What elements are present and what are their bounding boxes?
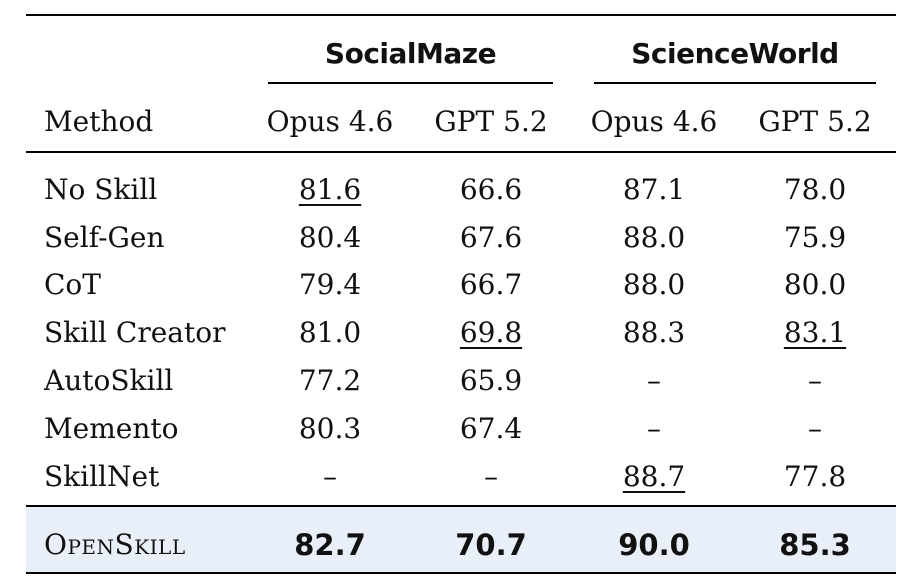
group-rule-scienceworld xyxy=(594,82,876,84)
table-cell: 66.7 xyxy=(459,268,523,301)
table-cell: 87.1 xyxy=(622,173,686,206)
group-header-scienceworld: ScienceWorld xyxy=(631,37,839,70)
final-row-value-1: 82.7 xyxy=(294,528,366,562)
table-cell: 88.7 xyxy=(622,460,686,493)
table-cell: 83.1 xyxy=(783,316,847,349)
table-cell: – xyxy=(808,412,822,445)
table-cell: 75.9 xyxy=(783,221,847,254)
table-row-method: CoT xyxy=(44,268,101,301)
table-cell: – xyxy=(808,364,822,397)
header-method: Method xyxy=(44,105,154,138)
table-cell: 77.8 xyxy=(783,460,847,493)
table-cell: 77.2 xyxy=(298,364,362,397)
table-cell: 67.4 xyxy=(459,412,523,445)
table-cell: 78.0 xyxy=(783,173,847,206)
final-row-value-3: 90.0 xyxy=(618,528,690,562)
header-model-3: Opus 4.6 xyxy=(590,105,718,138)
table-row-method: SkillNet xyxy=(44,460,160,493)
table-row-method: Skill Creator xyxy=(44,316,226,349)
table-cell: 80.0 xyxy=(783,268,847,301)
table-cell: 81.0 xyxy=(298,316,362,349)
table-cell: 79.4 xyxy=(298,268,362,301)
table-row-method: AutoSkill xyxy=(44,364,174,397)
table-row-method: No Skill xyxy=(44,173,158,206)
table-cell: 80.3 xyxy=(298,412,362,445)
bottom-rule xyxy=(26,572,896,574)
table-cell: 81.6 xyxy=(298,173,362,206)
table-cell: – xyxy=(484,460,498,493)
group-header-socialmaze: SocialMaze xyxy=(324,37,497,70)
final-row-value-4: 85.3 xyxy=(779,528,851,562)
final-row-highlight xyxy=(26,507,896,572)
table-row-method: Self-Gen xyxy=(44,221,165,254)
header-rule xyxy=(26,151,896,153)
final-row-rule xyxy=(26,505,896,507)
header-model-1: Opus 4.6 xyxy=(266,105,394,138)
header-model-4: GPT 5.2 xyxy=(758,105,872,138)
table-cell: 88.3 xyxy=(622,316,686,349)
table-cell: – xyxy=(647,364,661,397)
table-cell: 67.6 xyxy=(459,221,523,254)
group-rule-socialmaze xyxy=(268,82,553,84)
table-cell: 69.8 xyxy=(459,316,523,349)
table-cell: 65.9 xyxy=(459,364,523,397)
top-rule xyxy=(26,14,896,16)
table-cell: 88.0 xyxy=(622,268,686,301)
table-cell: – xyxy=(323,460,337,493)
table-cell: 80.4 xyxy=(298,221,362,254)
table-row-method: Memento xyxy=(44,412,179,445)
final-row-value-2: 70.7 xyxy=(455,528,527,562)
table-cell: – xyxy=(647,412,661,445)
table-cell: 66.6 xyxy=(459,173,523,206)
final-row-method: OpenSkill xyxy=(44,528,186,561)
table-cell: 88.0 xyxy=(622,221,686,254)
header-model-2: GPT 5.2 xyxy=(434,105,548,138)
